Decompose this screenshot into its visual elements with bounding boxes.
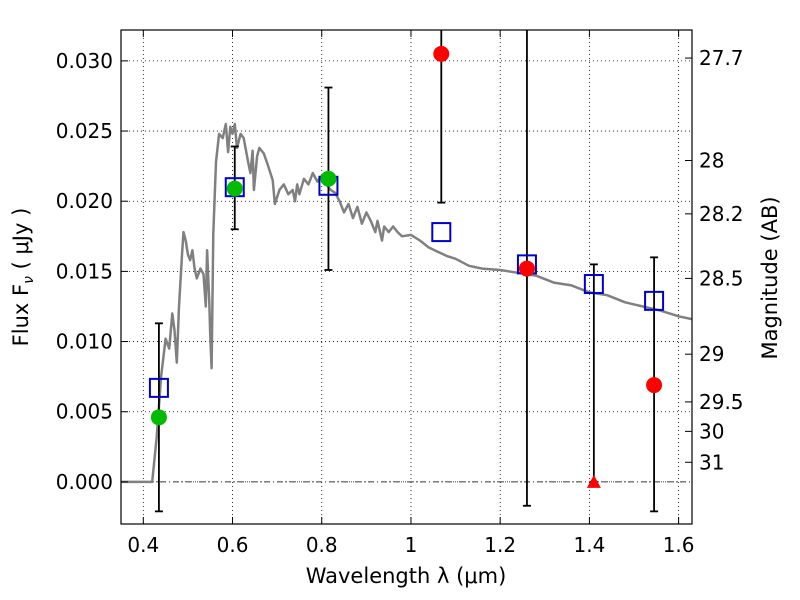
y-tick-label: 0.000 xyxy=(56,470,113,494)
x-tick-label: 0.8 xyxy=(306,533,338,557)
x-ticks: 0.4 0.6 0.8 1 1.2 1.4 1.6 xyxy=(127,30,695,557)
y-axis-title-unit: ( μJy ) xyxy=(9,208,33,276)
x-axis-title: Wavelength λ (μm) xyxy=(306,564,507,588)
y-axis-title: Flux Fν ( μJy ) xyxy=(9,208,37,347)
x-tick-label: 0.4 xyxy=(127,533,159,557)
x-tick-label: 0.6 xyxy=(217,533,249,557)
upper-limit-triangle xyxy=(586,474,601,488)
model-spectrum-line xyxy=(121,122,693,484)
y-ticks: 0.000 0.005 0.010 0.015 0.020 0.025 0.030 xyxy=(56,49,128,494)
y-tick-label: 0.030 xyxy=(56,49,113,73)
x-tick-label: 1 xyxy=(405,533,418,557)
plot-frame xyxy=(120,29,693,525)
y2-tick-label: 28.2 xyxy=(699,202,744,226)
y2-tick-label: 27.7 xyxy=(699,46,744,70)
y2-tick-label: 29.5 xyxy=(699,390,744,414)
error-bars xyxy=(154,30,659,513)
red-data-point xyxy=(646,377,663,394)
detection-point xyxy=(150,409,167,426)
y2-ticks: 27.7 28 28.2 28.5 29 29.5 30 31 xyxy=(685,46,744,474)
y2-tick-label: 30 xyxy=(699,419,724,443)
y-axis-title-main: Flux F xyxy=(9,284,33,346)
y-axis-title-subscript: ν xyxy=(21,276,37,284)
model-band-square xyxy=(431,222,452,243)
y2-tick-label: 28 xyxy=(699,149,724,173)
y-tick-label: 0.025 xyxy=(56,119,113,143)
y2-axis-title: Magnitude (AB) xyxy=(758,196,782,359)
y2-tick-label: 31 xyxy=(699,450,724,474)
y-tick-label: 0.010 xyxy=(56,330,113,354)
y-tick-label: 0.005 xyxy=(56,400,113,424)
y-tick-label: 0.015 xyxy=(56,259,113,283)
x-tick-label: 1.4 xyxy=(573,533,605,557)
model-band-square xyxy=(583,274,604,295)
y2-tick-label: 29 xyxy=(699,342,724,366)
red-data-point xyxy=(433,45,450,62)
model-band-square xyxy=(644,290,665,311)
model-band-square xyxy=(148,377,169,398)
photometry-markers xyxy=(148,45,665,488)
red-data-point xyxy=(518,260,535,277)
x-tick-label: 1.2 xyxy=(484,533,516,557)
detection-point xyxy=(226,180,243,197)
x-tick-label: 1.6 xyxy=(663,533,695,557)
plot-background xyxy=(121,30,692,524)
y-tick-label: 0.020 xyxy=(56,189,113,213)
detection-point xyxy=(320,170,337,187)
model-spectrum xyxy=(121,122,693,484)
y2-tick-label: 28.5 xyxy=(699,266,744,290)
